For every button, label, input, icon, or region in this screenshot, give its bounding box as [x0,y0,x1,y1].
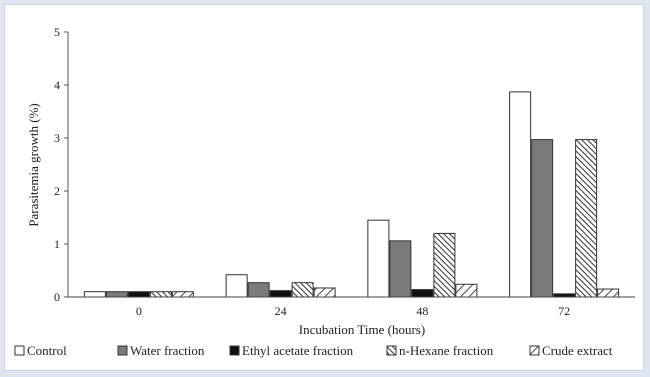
x-tick-label: 0 [136,304,142,318]
bar-black-0 [127,291,150,298]
legend-swatch [529,345,540,356]
bar-black-48 [411,289,434,298]
y-tick-label: 4 [54,78,60,92]
legend-label: Ethyl acetate fraction [242,343,354,358]
legend-swatch [117,345,128,356]
bar-gray-0 [105,291,128,298]
bar-dense-hatch-48 [433,232,456,298]
bar-gray-48 [389,240,412,298]
bar-chart: 0 1 2 3 4 5 0 24 48 72 Parasitemia growth (%) Inc… [14,25,635,358]
legend-swatch [14,345,25,356]
legend-swatch [386,345,397,356]
y-tick-label: 3 [54,131,60,145]
chart-frame: 0 1 2 3 4 5 0 24 48 72 Parasitemia growth (%) Inc… [4,4,644,371]
bar-white-48 [367,219,390,298]
x-tick-label: 72 [558,304,570,318]
y-tick-label: 5 [54,25,60,39]
bar-white-72 [509,91,532,298]
legend-label: Control [27,343,67,358]
x-axis-title: Incubation Time (hours) [299,322,425,337]
y-tick-label: 2 [54,184,60,198]
y-tick-label: 0 [54,290,60,304]
bar-black-24 [269,290,292,298]
y-tick-label: 1 [54,237,60,251]
x-tick-label: 24 [275,304,287,318]
bar-dense-hatch-24 [291,282,314,298]
bar-gray-24 [247,282,270,298]
plot-area: 0 1 2 3 4 5 0 24 48 72 [54,25,635,318]
bar-sparse-hatch-0 [171,291,194,298]
bar-white-24 [225,274,248,298]
bar-sparse-hatch-48 [455,283,478,298]
legend-label: Crude extract [542,343,613,358]
bar-gray-72 [531,139,554,298]
bar-dense-hatch-72 [575,139,598,298]
legend-label: n-Hexane fraction [399,343,494,358]
bar-sparse-hatch-24 [313,287,336,298]
legend: Control Water fraction Ethyl acetate fract… [14,343,613,358]
y-axis-title: Parasitemia growth (%) [26,103,41,226]
legend-swatch [229,345,240,356]
bar-sparse-hatch-72 [597,288,620,298]
bar-dense-hatch-0 [149,291,172,298]
bar-white-0 [83,291,106,298]
legend-label: Water fraction [130,343,205,358]
x-tick-label: 48 [416,304,428,318]
